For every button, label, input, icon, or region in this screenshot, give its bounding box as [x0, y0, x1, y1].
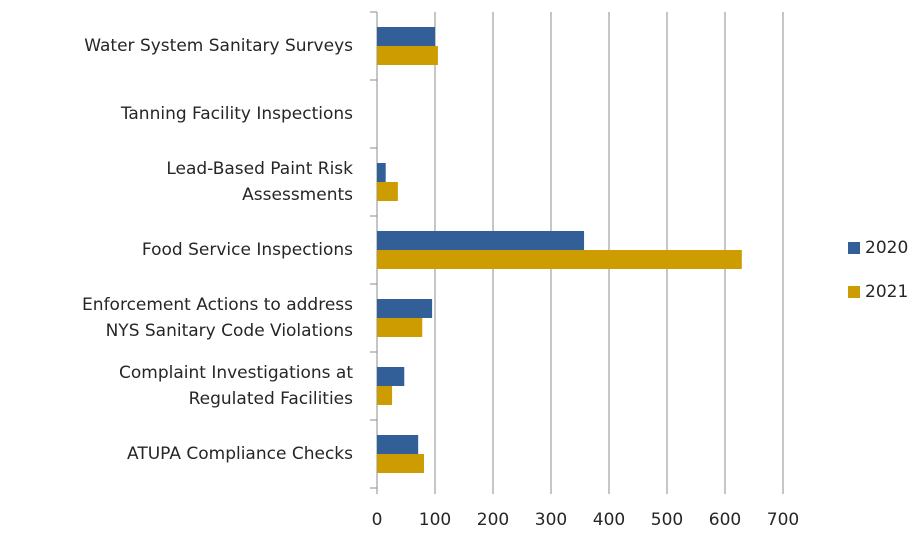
- x-tick-label: 500: [651, 510, 683, 530]
- bar: [377, 250, 742, 269]
- y-tick-label: Water System Sanitary Surveys: [84, 36, 353, 56]
- x-tick-label: 300: [535, 510, 567, 530]
- bar: [377, 454, 424, 473]
- bar: [377, 163, 386, 182]
- bar: [377, 46, 438, 65]
- legend-swatch: [848, 242, 860, 254]
- legend-label: 2021: [865, 282, 908, 302]
- bar: [377, 27, 435, 46]
- bar: [377, 367, 405, 386]
- x-tick-label: 200: [477, 510, 509, 530]
- legend-label: 2020: [865, 238, 908, 258]
- y-tick-label: Lead-Based Paint Risk Assessments: [166, 159, 353, 205]
- x-tick-label: 700: [767, 510, 799, 530]
- y-tick-label: Food Service Inspections: [141, 240, 353, 260]
- bar: [377, 386, 393, 405]
- x-tick-label: 600: [709, 510, 741, 530]
- x-tick-label: 100: [419, 510, 451, 530]
- bar: [377, 318, 423, 337]
- x-tick-label: 400: [593, 510, 625, 530]
- x-tick-label: 0: [372, 510, 383, 530]
- y-tick-label: ATUPA Compliance Checks: [127, 444, 353, 464]
- bar: [377, 435, 419, 454]
- bar: [377, 231, 585, 250]
- y-tick-label: Tanning Facility Inspections: [120, 104, 353, 124]
- bar: [377, 182, 398, 201]
- y-tick-label: Enforcement Actions to address NYS Sanit…: [82, 295, 353, 341]
- bar: [377, 299, 433, 318]
- y-tick-label: Complaint Investigations at Regulated Fa…: [119, 363, 353, 409]
- legend-swatch: [848, 286, 860, 298]
